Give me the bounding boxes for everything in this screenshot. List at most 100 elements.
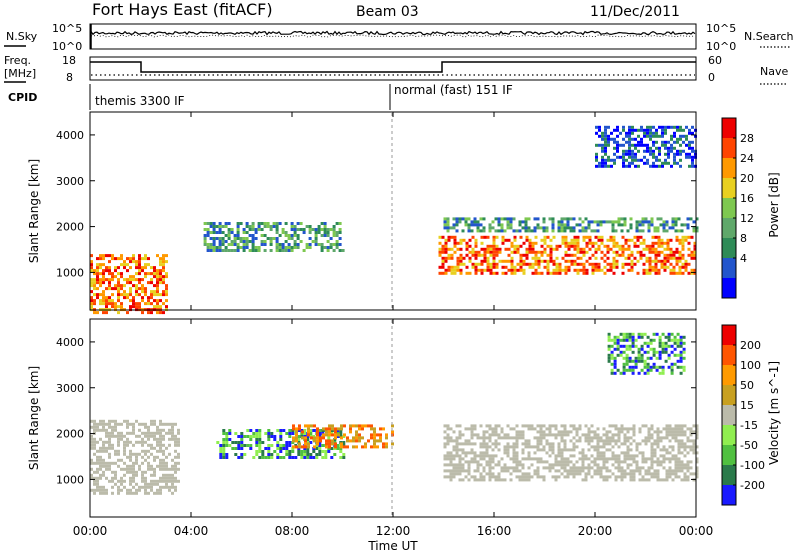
echo-cell bbox=[566, 475, 570, 479]
echo-cell bbox=[111, 491, 114, 495]
echo-cell bbox=[572, 469, 576, 473]
echo-cell bbox=[453, 271, 457, 275]
colorbar-swatch bbox=[722, 158, 736, 179]
echo-cell bbox=[638, 466, 642, 470]
echo-cell bbox=[315, 447, 319, 450]
echo-cell bbox=[625, 353, 629, 357]
echo-cell bbox=[93, 428, 96, 432]
echo-cell bbox=[655, 350, 659, 354]
echo-cell bbox=[162, 281, 165, 285]
echo-cell bbox=[525, 250, 529, 254]
echo-cell bbox=[108, 443, 111, 447]
echo-cell bbox=[144, 488, 147, 492]
echo-cell bbox=[114, 287, 117, 291]
echo-cell bbox=[224, 225, 228, 228]
echo-cell bbox=[596, 427, 600, 431]
echo-cell bbox=[467, 229, 471, 233]
echo-cell bbox=[376, 445, 379, 449]
echo-cell bbox=[576, 244, 580, 248]
echo-cell bbox=[114, 422, 117, 426]
echo-cell bbox=[629, 442, 633, 446]
cpid-1: themis 3300 IF bbox=[95, 94, 185, 108]
echo-cell bbox=[647, 229, 651, 233]
echo-cell bbox=[611, 472, 615, 476]
echo-cell bbox=[447, 253, 451, 257]
echo-cell bbox=[285, 450, 289, 453]
echo-cell bbox=[93, 452, 96, 456]
echo-cell bbox=[609, 268, 613, 272]
echo-cell bbox=[480, 235, 484, 239]
echo-cell bbox=[308, 237, 312, 240]
echo-cell bbox=[491, 448, 495, 452]
echo-cell bbox=[621, 253, 625, 257]
echo-cell bbox=[618, 247, 622, 251]
echo-cell bbox=[153, 275, 156, 279]
echo-cell bbox=[666, 259, 670, 263]
echo-cell bbox=[615, 259, 619, 263]
echo-cell bbox=[287, 234, 291, 237]
echo-cell bbox=[126, 470, 129, 474]
echo-cell bbox=[99, 299, 102, 303]
echo-cell bbox=[144, 293, 147, 297]
echo-cell bbox=[674, 454, 678, 458]
echo-cell bbox=[637, 332, 641, 336]
echo-cell bbox=[679, 338, 683, 342]
echo-cell bbox=[105, 449, 108, 453]
echo-cell bbox=[111, 287, 114, 291]
echo-cell bbox=[242, 246, 246, 249]
echo-cell bbox=[641, 424, 645, 428]
echo-cell bbox=[99, 437, 102, 441]
echo-cell bbox=[108, 437, 111, 441]
echo-cell bbox=[171, 479, 174, 483]
echo-cell bbox=[667, 152, 670, 156]
echo-cell bbox=[99, 488, 102, 492]
echo-cell bbox=[105, 467, 108, 471]
echo-cell bbox=[267, 444, 271, 447]
echo-cell bbox=[637, 353, 641, 357]
echo-cell bbox=[602, 466, 606, 470]
echo-cell bbox=[609, 238, 613, 242]
echo-cell bbox=[438, 271, 442, 275]
echo-cell bbox=[328, 424, 331, 428]
echo-cell bbox=[670, 371, 674, 375]
echo-cell bbox=[240, 438, 244, 441]
echo-cell bbox=[689, 448, 693, 452]
echo-cell bbox=[491, 475, 495, 479]
echo-cell bbox=[245, 222, 249, 225]
echo-cell bbox=[337, 427, 340, 431]
echo-cell bbox=[138, 485, 141, 489]
echo-cell bbox=[582, 253, 586, 257]
echo-cell bbox=[641, 478, 645, 482]
echo-cell bbox=[141, 287, 144, 291]
echo-cell bbox=[293, 246, 297, 249]
echo-cell bbox=[117, 257, 120, 261]
echo-cell bbox=[159, 422, 162, 426]
echo-cell bbox=[311, 240, 315, 243]
echo-cell bbox=[135, 473, 138, 477]
echo-cell bbox=[473, 469, 477, 473]
echo-cell bbox=[482, 478, 486, 482]
echo-cell bbox=[584, 436, 588, 440]
echo-cell bbox=[468, 250, 472, 254]
echo-cell bbox=[634, 164, 637, 168]
echo-cell bbox=[316, 427, 319, 431]
echo-cell bbox=[606, 250, 610, 254]
echo-cell bbox=[512, 469, 516, 473]
echo-cell bbox=[602, 427, 606, 431]
echo-cell bbox=[225, 453, 229, 456]
echo-cell bbox=[651, 235, 655, 239]
echo-cell bbox=[619, 371, 623, 375]
echo-cell bbox=[621, 271, 625, 275]
echo-cell bbox=[335, 240, 339, 243]
echo-cell bbox=[162, 428, 165, 432]
echo-cell bbox=[117, 266, 120, 270]
echo-cell bbox=[693, 253, 697, 257]
echo-cell bbox=[581, 454, 585, 458]
echo-cell bbox=[126, 464, 129, 468]
echo-cell bbox=[174, 485, 177, 489]
echo-cell bbox=[509, 436, 513, 440]
echo-cell bbox=[90, 296, 93, 300]
echo-cell bbox=[537, 262, 541, 266]
echo-cell bbox=[165, 275, 168, 279]
echo-cell bbox=[284, 246, 288, 249]
